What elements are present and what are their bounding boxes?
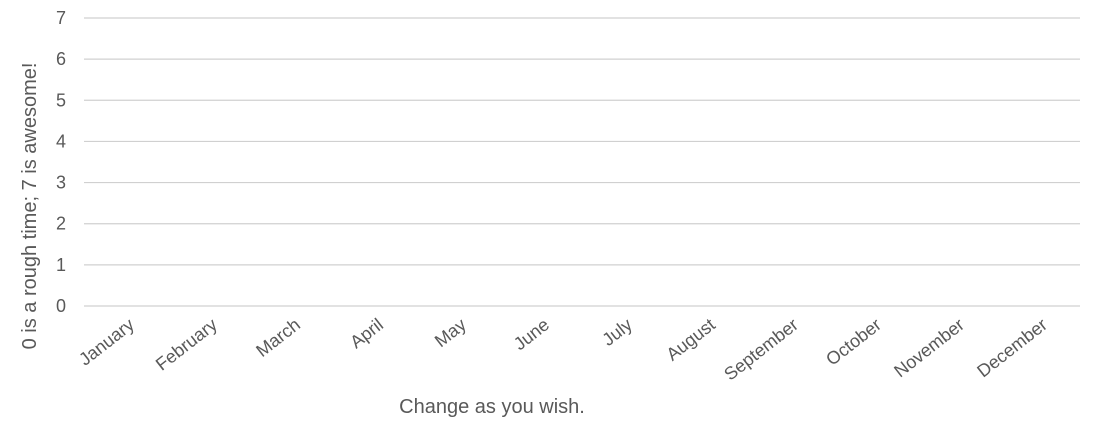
x-tick-label-october: October: [822, 314, 885, 369]
x-tick-label-may: May: [431, 314, 470, 351]
y-tick-label: 1: [56, 255, 66, 275]
y-tick-label: 2: [56, 214, 66, 234]
x-axis-title: Change as you wish.: [399, 396, 585, 418]
gridlines: [84, 17, 1080, 307]
y-axis-title: 0 is a rough time; 7 is awesome!: [19, 63, 41, 350]
y-tick-label: 7: [56, 8, 66, 28]
x-tick-label-september: September: [720, 314, 802, 384]
x-tick-label-june: June: [510, 314, 553, 354]
y-tick-label: 3: [56, 173, 66, 193]
y-tick-label: 6: [56, 49, 66, 69]
x-axis-ticks: January February March April May June July Augu…: [75, 314, 1051, 384]
x-tick-label-february: February: [152, 314, 221, 374]
x-tick-label-august: August: [662, 314, 718, 364]
y-tick-label: 5: [56, 90, 66, 110]
x-tick-label-march: March: [252, 314, 304, 361]
x-tick-label-december: December: [973, 314, 1051, 381]
x-tick-label-july: July: [598, 314, 636, 349]
x-tick-label-january: January: [75, 314, 138, 369]
x-tick-label-november: November: [890, 314, 968, 381]
y-tick-label: 4: [56, 131, 66, 151]
y-axis-ticks: 0 1 2 3 4 5 6 7: [56, 8, 66, 316]
y-tick-label: 0: [56, 296, 66, 316]
x-tick-label-april: April: [346, 314, 387, 352]
